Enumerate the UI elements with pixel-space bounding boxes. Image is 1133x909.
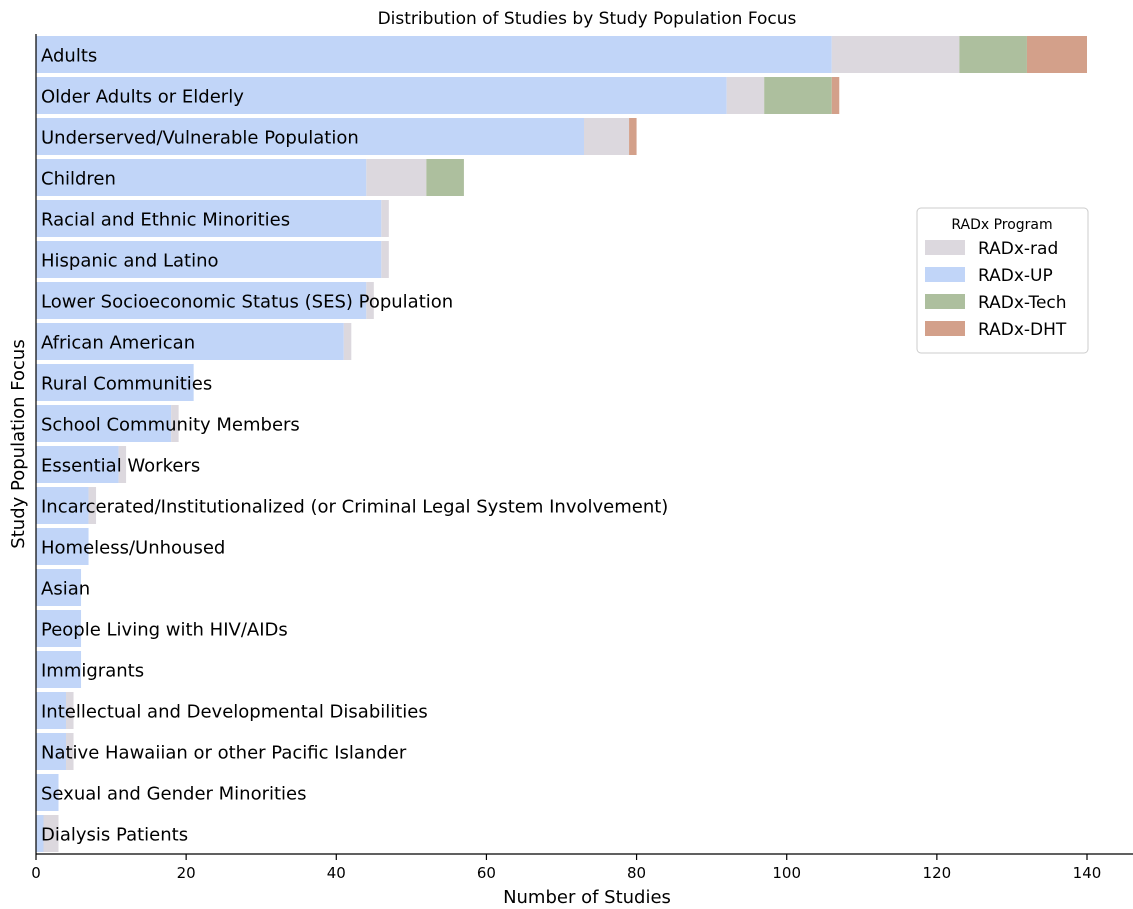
category-label: Asian	[41, 579, 90, 600]
legend-swatch	[925, 294, 965, 309]
bar-segment	[36, 692, 67, 729]
bars-layer	[36, 36, 1087, 852]
bar-segment	[1026, 36, 1087, 73]
bar-segment	[36, 446, 119, 483]
chart-title: Distribution of Studies by Study Populat…	[378, 9, 797, 29]
bar-segment	[36, 733, 67, 770]
category-label: Hispanic and Latino	[41, 251, 219, 272]
legend-title: RADx Program	[951, 217, 1052, 233]
legend-label: RADx-UP	[978, 266, 1053, 286]
category-label: Children	[41, 169, 116, 190]
bar-segment	[171, 405, 179, 442]
category-label: African American	[41, 333, 195, 354]
bar-segment	[66, 733, 74, 770]
bar-segment	[36, 200, 382, 237]
bar-segment	[118, 446, 127, 483]
legend-label: RADx-DHT	[978, 320, 1067, 340]
category-label: People Living with HIV/AIDs	[41, 620, 288, 641]
category-label: Native Hawaiian or other Pacific Islande…	[41, 743, 407, 764]
bar-segment	[88, 487, 97, 524]
bar-segment	[36, 774, 59, 811]
legend-swatch	[925, 240, 965, 255]
bar-segment	[36, 528, 89, 565]
category-label: Intellectual and Developmental Disabilit…	[41, 702, 428, 723]
x-tick-label: 40	[327, 864, 346, 882]
bar-segment	[831, 36, 960, 73]
bar-segment	[366, 159, 427, 196]
category-label: Sexual and Gender Minorities	[41, 784, 307, 805]
x-tick-label: 140	[1073, 864, 1102, 882]
legend: RADx Program RADx-rad RADx-UP RADx-Tech RAD…	[916, 207, 1089, 354]
bar-segment	[36, 241, 382, 278]
bar-segment	[831, 77, 840, 114]
legend-label: RADx-rad	[978, 239, 1058, 259]
category-label: Incarcerated/Institutionalized (or Crimi…	[41, 497, 668, 518]
bar-segment	[36, 159, 367, 196]
bar-segment	[66, 692, 74, 729]
bar-segment	[629, 118, 637, 155]
category-label: Essential Workers	[41, 456, 200, 477]
axes-layer	[35, 34, 1133, 855]
category-label: Racial and Ethnic Minorities	[41, 210, 290, 231]
bar-segment	[381, 200, 389, 237]
legend-label: RADx-Tech	[978, 293, 1067, 313]
x-axis-label: Number of Studies	[503, 887, 671, 908]
category-label: Lower Socioeconomic Status (SES) Populat…	[41, 292, 453, 313]
bar-segment	[381, 241, 389, 278]
category-label: Older Adults or Elderly	[41, 87, 244, 108]
bar-segment	[36, 77, 727, 114]
category-label: Adults	[41, 46, 97, 67]
bar-segment	[959, 36, 1027, 73]
category-labels-layer: Adults Older Adults or Elderly Underserved…	[41, 46, 668, 846]
bar-segment	[43, 815, 59, 852]
bar-segment	[584, 118, 630, 155]
bar-segment	[726, 77, 765, 114]
bar-segment	[36, 36, 832, 73]
bar-segment	[366, 282, 374, 319]
bar-segment	[36, 405, 172, 442]
y-axis-label: Study Population Focus	[8, 339, 29, 548]
x-tick-label: 20	[177, 864, 196, 882]
x-tick-label: 80	[627, 864, 646, 882]
category-label: Underserved/Vulnerable Population	[41, 128, 359, 149]
bar-segment	[36, 651, 82, 688]
x-tick-label: 120	[923, 864, 952, 882]
bar-segment	[36, 364, 194, 401]
category-label: Dialysis Patients	[41, 825, 188, 846]
category-label: Homeless/Unhoused	[41, 538, 225, 559]
bar-segment	[36, 610, 82, 647]
bar-segment	[36, 282, 367, 319]
category-label: Rural Communities	[41, 374, 212, 395]
bar-segment	[36, 487, 89, 524]
bar-segment	[36, 118, 585, 155]
bar-segment	[36, 323, 344, 360]
legend-swatch	[925, 267, 965, 282]
bar-segment	[764, 77, 832, 114]
category-label: School Community Members	[41, 415, 300, 436]
bar-segment	[426, 159, 464, 196]
category-label: Immigrants	[41, 661, 144, 682]
x-tick-label: 60	[477, 864, 496, 882]
x-tick-label: 100	[772, 864, 801, 882]
legend-swatch	[925, 321, 965, 336]
x-tick-label: 0	[31, 864, 41, 882]
bar-segment	[36, 815, 44, 852]
bar-segment	[36, 569, 82, 606]
bar-segment	[343, 323, 352, 360]
x-ticks-layer: 0 20 40 60 80 100 120 140	[31, 854, 1101, 882]
